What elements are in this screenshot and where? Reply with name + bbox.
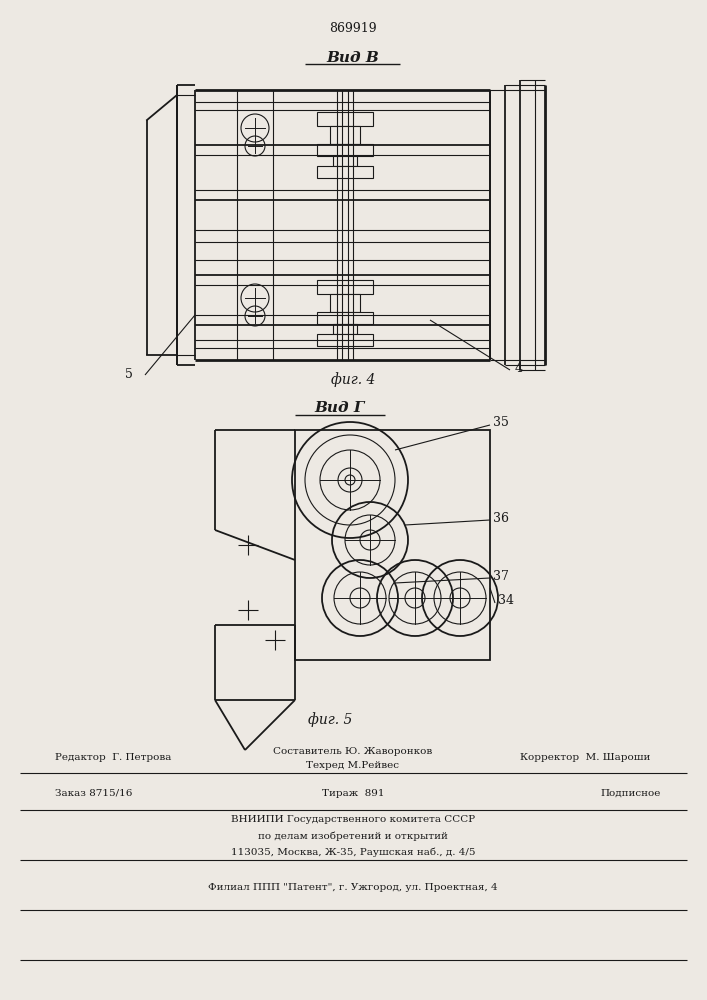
- Bar: [295, 430, 490, 660]
- Bar: [317, 112, 373, 126]
- Bar: [330, 126, 360, 144]
- Text: Подписное: Подписное: [600, 788, 660, 798]
- Text: 34: 34: [498, 594, 514, 607]
- Text: Заказ 8715/16: Заказ 8715/16: [55, 788, 132, 798]
- Bar: [317, 144, 373, 156]
- Text: 113035, Москва, Ж-35, Раушская наб., д. 4/5: 113035, Москва, Ж-35, Раушская наб., д. …: [230, 847, 475, 857]
- Text: Филиал ППП "Патент", г. Ужгород, ул. Проектная, 4: Филиал ППП "Патент", г. Ужгород, ул. Про…: [208, 884, 498, 892]
- Bar: [330, 294, 360, 312]
- Bar: [317, 312, 373, 324]
- Text: Вид Г: Вид Г: [315, 401, 366, 415]
- Text: Редактор  Г. Петрова: Редактор Г. Петрова: [55, 754, 171, 762]
- Text: по делам изобретений и открытий: по делам изобретений и открытий: [258, 831, 448, 841]
- Text: Тираж  891: Тираж 891: [322, 788, 384, 798]
- Text: 35: 35: [493, 416, 509, 430]
- Text: 4: 4: [515, 361, 523, 374]
- Bar: [317, 166, 373, 178]
- Bar: [317, 334, 373, 346]
- Text: Корректор  М. Шароши: Корректор М. Шароши: [520, 754, 650, 762]
- Text: фиг. 5: фиг. 5: [308, 713, 352, 727]
- Text: 869919: 869919: [329, 21, 377, 34]
- Text: ВНИИПИ Государственного комитета СССР: ВНИИПИ Государственного комитета СССР: [231, 816, 475, 824]
- Bar: [333, 324, 357, 334]
- Text: 5: 5: [125, 368, 133, 381]
- Text: фиг. 4: фиг. 4: [331, 373, 375, 387]
- Text: Техред М.Рейвес: Техред М.Рейвес: [307, 762, 399, 770]
- Text: Составитель Ю. Жаворонков: Составитель Ю. Жаворонков: [274, 748, 433, 756]
- Text: 36: 36: [493, 512, 509, 524]
- Bar: [317, 280, 373, 294]
- Text: Вид В: Вид В: [327, 51, 380, 65]
- Text: 37: 37: [493, 570, 509, 582]
- Bar: [333, 156, 357, 166]
